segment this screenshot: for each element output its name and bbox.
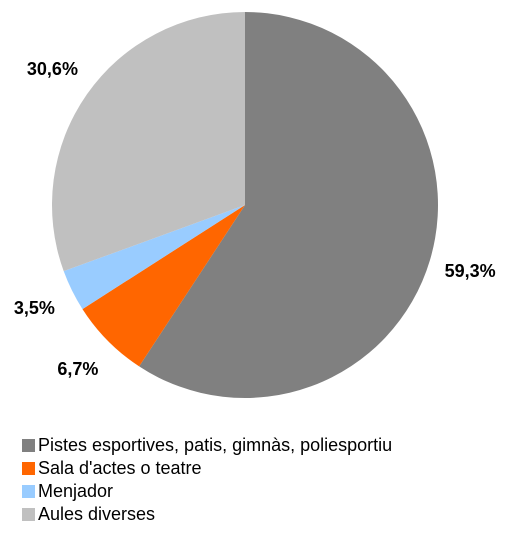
value-label: 59,3% [445,261,496,281]
value-label: 30,6% [27,59,78,79]
pie-slice [63,205,245,310]
pie-slice [52,12,245,272]
legend-swatch [22,462,35,475]
pie-slice [139,12,439,398]
legend-swatch [22,485,35,498]
legend-swatch [22,439,35,452]
legend-swatch [22,508,35,521]
legend-label: Aules diverses [38,504,155,524]
value-label: 6,7% [57,359,98,379]
legend-label: Menjador [38,481,113,501]
legend-label: Sala d'actes o teatre [38,458,202,478]
pie-slice [82,205,246,367]
legend-label: Pistes esportives, patis, gimnàs, polies… [38,435,392,455]
value-label: 3,5% [14,298,55,318]
